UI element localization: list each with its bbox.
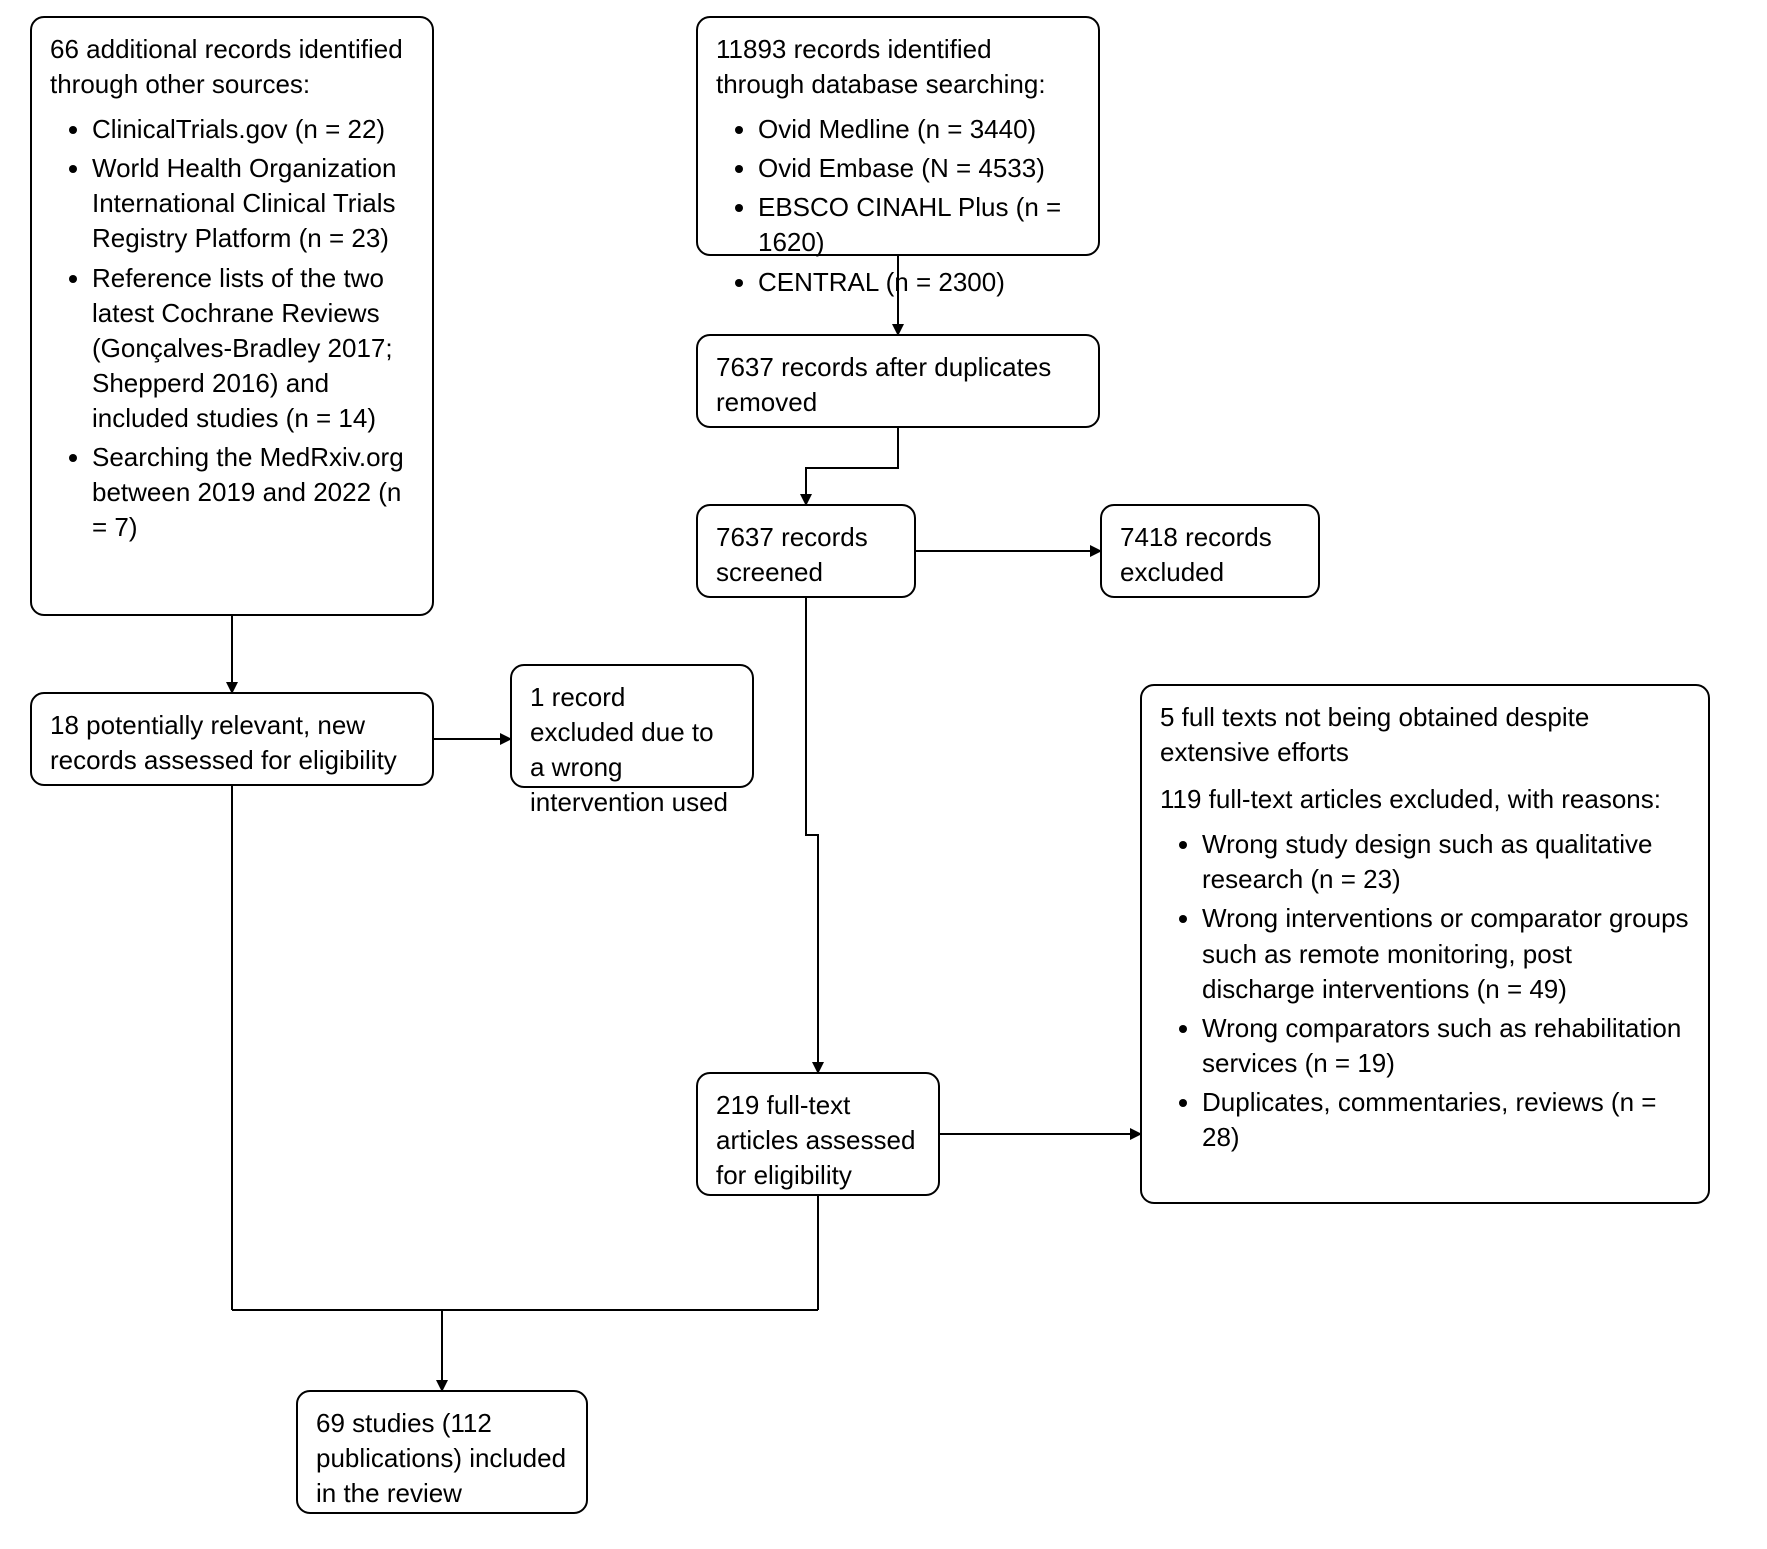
node-text: 7637 records screened (716, 522, 868, 587)
node-text: 66 additional records identified through… (50, 32, 414, 102)
prisma-flow-diagram: 66 additional records identified through… (0, 0, 1767, 1549)
node-bullets: ClinicalTrials.gov (n = 22) World Health … (50, 112, 414, 545)
node-text: 219 full-text articles assessed for elig… (716, 1090, 915, 1190)
bullet-item: Ovid Embase (N = 4533) (758, 151, 1080, 186)
bullet-item: Reference lists of the two latest Cochra… (92, 261, 414, 436)
node-records-screened: 7637 records screened (696, 504, 916, 598)
bullet-item: Wrong comparators such as rehabilitation… (1202, 1011, 1690, 1081)
node-excluded-wrong-intervention: 1 record excluded due to a wrong interve… (510, 664, 754, 788)
bullet-item: Searching the MedRxiv.org between 2019 a… (92, 440, 414, 545)
bullet-item: Duplicates, commentaries, reviews (n = 2… (1202, 1085, 1690, 1155)
node-bullets: Wrong study design such as qualitative r… (1160, 827, 1690, 1155)
node-other-sources: 66 additional records identified through… (30, 16, 434, 616)
node-db-search: 11893 records identified through databas… (696, 16, 1100, 256)
bullet-item: CENTRAL (n = 2300) (758, 265, 1080, 300)
node-text: 5 full texts not being obtained despite … (1160, 700, 1690, 770)
bullet-item: EBSCO CINAHL Plus (n = 1620) (758, 190, 1080, 260)
node-fulltext-excluded: 5 full texts not being obtained despite … (1140, 684, 1710, 1204)
bullet-item: Ovid Medline (n = 3440) (758, 112, 1080, 147)
node-text: 7418 records excluded (1120, 522, 1272, 587)
bullet-item: Wrong study design such as qualitative r… (1202, 827, 1690, 897)
node-text: 69 studies (112 publications) included i… (316, 1408, 566, 1508)
node-text: 11893 records identified through databas… (716, 32, 1080, 102)
node-text: 119 full-text articles excluded, with re… (1160, 782, 1690, 817)
node-records-excluded: 7418 records excluded (1100, 504, 1320, 598)
node-bullets: Ovid Medline (n = 3440) Ovid Embase (N = … (716, 112, 1080, 299)
bullet-item: World Health Organization International … (92, 151, 414, 256)
bullet-item: Wrong interventions or comparator groups… (1202, 901, 1690, 1006)
bullet-item: ClinicalTrials.gov (n = 22) (92, 112, 414, 147)
node-fulltext-assessed: 219 full-text articles assessed for elig… (696, 1072, 940, 1196)
node-included-studies: 69 studies (112 publications) included i… (296, 1390, 588, 1514)
node-text: 7637 records after duplicates removed (716, 352, 1051, 417)
node-after-duplicates: 7637 records after duplicates removed (696, 334, 1100, 428)
node-potentially-relevant: 18 potentially relevant, new records ass… (30, 692, 434, 786)
node-text: 18 potentially relevant, new records ass… (50, 710, 397, 775)
node-text: 1 record excluded due to a wrong interve… (530, 682, 728, 817)
